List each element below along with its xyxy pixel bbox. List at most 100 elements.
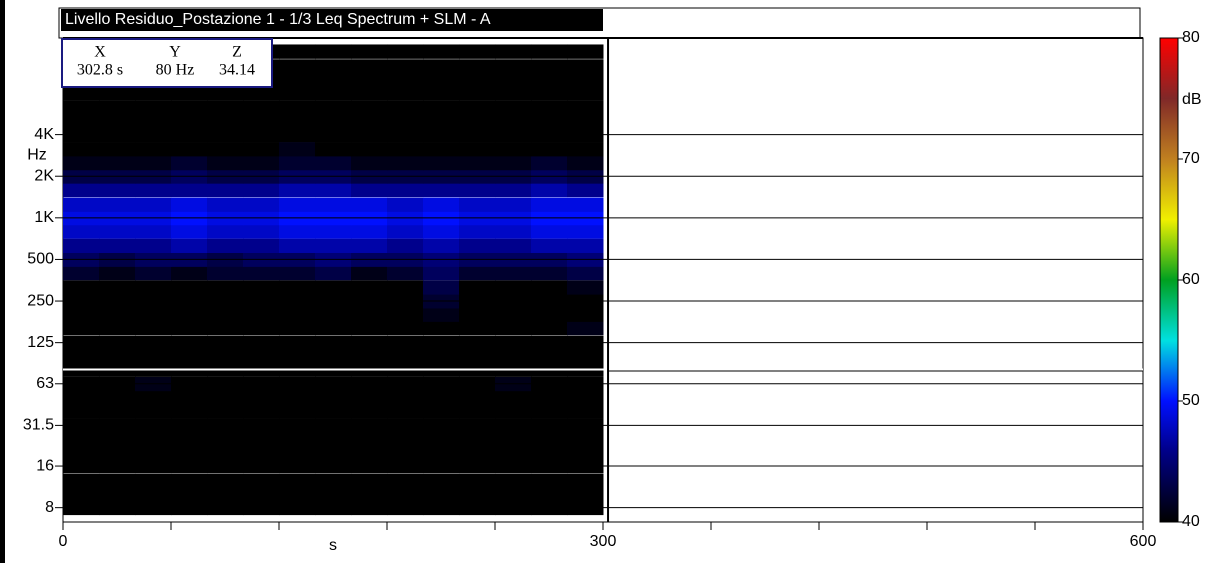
spectrum-cell: [351, 280, 388, 294]
spectrum-cell: [315, 280, 352, 294]
spectrum-cell: [135, 239, 172, 253]
spectrum-cell: [171, 487, 208, 501]
spectrum-cell: [459, 239, 496, 253]
spectrum-cell: [495, 446, 532, 460]
spectrum-cell: [567, 321, 604, 335]
spectrum-cell: [423, 73, 460, 87]
spectrum-cell: [567, 183, 604, 197]
spectrum-cell: [279, 114, 316, 128]
spectrum-cell: [171, 239, 208, 253]
spectrum-cell: [279, 446, 316, 460]
spectrum-cell: [459, 266, 496, 280]
spectrum-cell: [387, 156, 424, 170]
spectrum-cell: [567, 404, 604, 418]
spectrum-cell: [99, 487, 136, 501]
spectrum-cell: [423, 156, 460, 170]
spectrum-cell: [423, 321, 460, 335]
spectrum-cell: [135, 86, 172, 100]
spectrum-cell: [387, 73, 424, 87]
spectrum-cell: [63, 224, 100, 238]
spectrum-cell: [351, 474, 388, 488]
spectrum-cell: [315, 224, 352, 238]
spectrum-cell: [459, 224, 496, 238]
spectrum-cell: [63, 100, 100, 114]
spectrum-cell: [387, 446, 424, 460]
spectrum-cell: [279, 321, 316, 335]
spectrum-cell: [351, 224, 388, 238]
spectrum-cell: [171, 404, 208, 418]
spectrum-cell: [387, 474, 424, 488]
spectrum-cell: [567, 308, 604, 322]
spectrum-cell: [99, 197, 136, 211]
spectrum-cell: [63, 280, 100, 294]
spectrum-cell: [207, 308, 244, 322]
spectrum-cell: [387, 349, 424, 363]
spectrum-cell: [495, 349, 532, 363]
spectrum-cell: [135, 197, 172, 211]
spectrum-cell: [171, 474, 208, 488]
spectrum-cell: [495, 224, 532, 238]
spectrum-cell: [423, 404, 460, 418]
spectrum-cell: [459, 142, 496, 156]
cursor-value: 34.14: [219, 62, 255, 79]
spectrum-cell: [243, 156, 280, 170]
spectrum-cell: [423, 59, 460, 73]
spectrum-cell: [387, 308, 424, 322]
spectrum-cell: [387, 197, 424, 211]
spectrum-cell: [423, 44, 460, 58]
spectrum-cell: [459, 474, 496, 488]
spectrum-cell: [531, 114, 568, 128]
cursor-header: Z: [232, 44, 242, 61]
spectrum-cell: [567, 86, 604, 100]
spectrum-cell: [351, 404, 388, 418]
spectrum-cell: [387, 44, 424, 58]
colorbar-tick-label: 70: [1182, 150, 1200, 167]
cursor-value: 80 Hz: [156, 62, 195, 79]
spectrum-cell: [243, 474, 280, 488]
spectrum-cell: [531, 474, 568, 488]
spectrum-cell: [243, 100, 280, 114]
spectrum-cell: [531, 266, 568, 280]
spectrum-cell: [387, 266, 424, 280]
y-tick-label: 31.5: [23, 417, 54, 434]
spectrum-cell: [171, 280, 208, 294]
spectrum-cell: [63, 487, 100, 501]
spectrum-cell: [243, 487, 280, 501]
spectrum-cell: [63, 142, 100, 156]
spectrum-cell: [387, 114, 424, 128]
spectrum-cell: [63, 308, 100, 322]
spectrum-cell: [279, 349, 316, 363]
spectrum-cell: [279, 280, 316, 294]
spectrum-cell: [243, 224, 280, 238]
spectrum-cell: [315, 59, 352, 73]
spectrum-cell: [423, 142, 460, 156]
spectrum-cell: [135, 446, 172, 460]
spectrum-cell: [567, 224, 604, 238]
spectrum-cell: [495, 280, 532, 294]
spectrum-cell: [495, 266, 532, 280]
spectrum-cell: [567, 266, 604, 280]
spectrum-cell: [243, 432, 280, 446]
spectrum-cell: [99, 183, 136, 197]
spectrum-cell: [99, 100, 136, 114]
spectrum-cell: [99, 224, 136, 238]
spectrum-cell: [351, 44, 388, 58]
spectrum-cell: [567, 197, 604, 211]
spectrum-cell: [63, 183, 100, 197]
cursor-header: Y: [169, 44, 181, 61]
spectrum-cell: [243, 446, 280, 460]
spectrum-cell: [495, 239, 532, 253]
spectrum-cell: [171, 114, 208, 128]
colorbar-tick-label: 60: [1182, 271, 1200, 288]
y-tick-label: 2K: [34, 167, 54, 184]
spectrum-cell: [351, 266, 388, 280]
spectrum-cell: [99, 308, 136, 322]
spectrum-cell: [531, 44, 568, 58]
spectrum-cell: [351, 446, 388, 460]
spectrum-cell: [531, 86, 568, 100]
spectrum-cell: [243, 266, 280, 280]
spectrum-cell: [99, 280, 136, 294]
spectrum-cell: [135, 432, 172, 446]
spectrum-cell: [171, 349, 208, 363]
spectrum-cell: [387, 183, 424, 197]
